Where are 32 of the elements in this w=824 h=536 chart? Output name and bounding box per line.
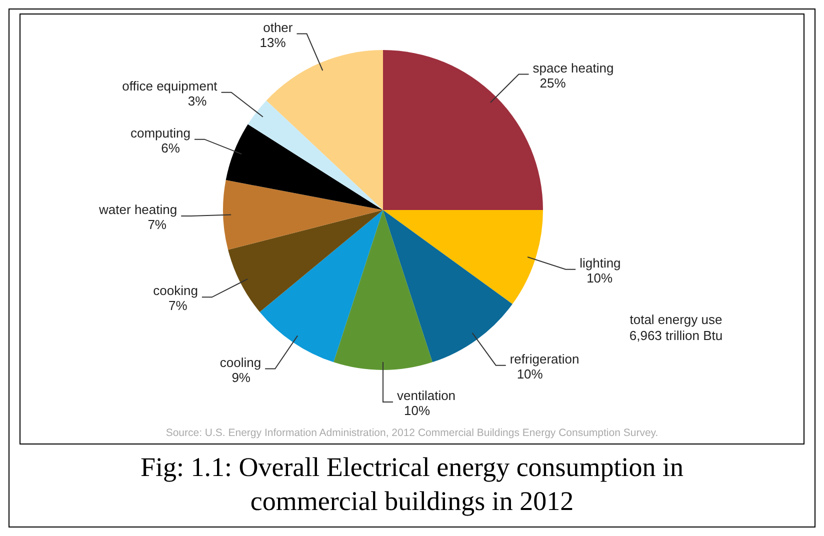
slice-label: office equipment — [122, 78, 218, 94]
pie-slice — [383, 210, 512, 362]
pie-slice — [228, 210, 383, 312]
slice-label: water heating — [98, 202, 178, 218]
slice-label: refrigeration — [510, 351, 580, 366]
slice-label: computing — [130, 125, 190, 140]
pie-slice — [223, 180, 383, 250]
slice-label: ventilation — [397, 388, 456, 403]
data-label: 7% — [168, 298, 188, 314]
data-label: 9% — [232, 370, 251, 385]
data-label: 10% — [404, 403, 430, 418]
source-note: Source: U.S. Energy Information Administration, 2012 Commercial Buildings Energy Consumption Survey. — [166, 427, 658, 439]
pie-slice — [248, 100, 383, 210]
text: total energy use 6,963 trillion Btu — [629, 312, 723, 343]
data-label: 25% — [540, 75, 566, 90]
pie-slice — [266, 50, 383, 210]
pie-slice — [226, 124, 383, 210]
slice-label: other — [263, 20, 294, 35]
data-label: 3% — [188, 93, 208, 108]
data-label: 7% — [148, 217, 167, 232]
pie-slice — [383, 210, 543, 304]
slice-label: lighting — [580, 255, 621, 270]
pie-slice — [334, 210, 432, 370]
data-label: 13% — [260, 34, 286, 50]
data-label: 6% — [161, 140, 180, 156]
data-label: 10% — [516, 366, 544, 382]
slice-label: cooking — [153, 283, 198, 298]
pie-slice — [260, 210, 383, 362]
data-label: 10% — [586, 270, 614, 286]
slice-label: cooling — [220, 354, 262, 370]
text: Fig: 1.1: Overall Electrical energy consumption in commercial buildings in 2012 — [140, 452, 684, 516]
slice-label: space heating — [532, 60, 614, 76]
